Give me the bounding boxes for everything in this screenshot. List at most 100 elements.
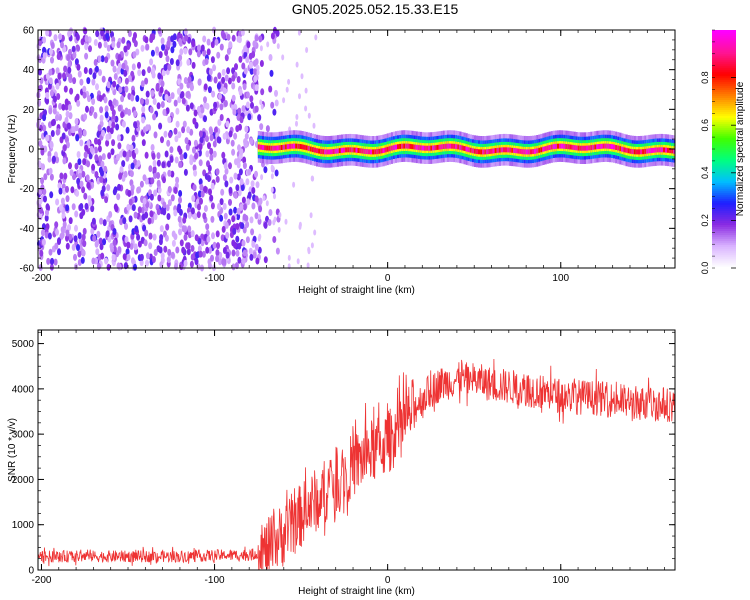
spectrogram-cell (45, 29, 50, 37)
spectrogram-cell (57, 238, 61, 245)
spectrogram-cell (399, 143, 402, 149)
spectrogram-cell (265, 200, 269, 207)
spectrogram-cell (71, 203, 76, 211)
spectrogram-cell (55, 82, 60, 90)
spectrogram-cell (219, 43, 224, 51)
spectrogram-cell (104, 105, 109, 113)
spectrogram-cell (54, 242, 59, 250)
spectrogram-cell (186, 81, 191, 89)
colorbar-cell (712, 77, 736, 81)
spectrogram-cell (217, 72, 222, 80)
spectrogram-cell (123, 170, 128, 178)
spectrogram-cell (217, 119, 222, 126)
spectrogram-cell (54, 221, 59, 229)
spectrogram-cell (133, 40, 138, 48)
snr-y-axis-label: SNR (10 * v/v) (7, 418, 18, 482)
spectrogram-cell (251, 202, 256, 210)
spectrogram-cell (189, 102, 194, 110)
spectrogram-cell (263, 221, 268, 229)
spectrogram-cell (167, 169, 172, 177)
spectrogram-cell (126, 241, 131, 249)
spectrogram-cell (287, 254, 291, 261)
spectrogram-cell (59, 204, 63, 212)
spectrogram-cell (112, 239, 117, 247)
colorbar-cell (712, 256, 736, 259)
spectrogram-cell (507, 147, 510, 153)
spectrogram-cell (295, 114, 299, 120)
spectrogram-cell (191, 40, 196, 48)
spectrogram-cell (127, 30, 132, 38)
spectrogram-cell (284, 144, 287, 150)
spectrogram-cell (255, 257, 260, 265)
spectrogram-cell (542, 146, 545, 152)
colorbar-cell (712, 212, 736, 216)
spectrogram-cell (145, 252, 150, 260)
spectrogram-cell (183, 152, 188, 160)
spectrogram-cell (648, 148, 651, 154)
colorbar: 0.0 0.2 0.4 0.6 0.8 Normalized spectral ampl… (700, 29, 746, 274)
colorbar-cell (712, 133, 736, 136)
spectrogram-cell (58, 102, 63, 110)
spectrogram-cell (114, 205, 119, 213)
spectrogram-cell (99, 114, 104, 122)
spectrogram-cell (88, 67, 93, 75)
colorbar-cell (712, 166, 736, 170)
spectrogram-cell (65, 195, 70, 203)
spectrogram-cell (98, 94, 103, 102)
spectrogram-cell (169, 155, 174, 163)
spectrogram-cell (486, 149, 489, 155)
spectrogram-cell (170, 251, 175, 259)
spectrogram-cell (228, 198, 232, 206)
spectrogram-cell (569, 144, 572, 150)
spectrogram-cell (170, 46, 175, 54)
spectrogram-cell (165, 107, 170, 115)
spectrogram-cell (656, 147, 659, 153)
spectrogram-cell (246, 198, 251, 206)
spectrogram-cell (446, 143, 450, 149)
spectrogram-cell (237, 242, 242, 250)
spectrogram-cell (567, 144, 570, 150)
spectrogram-cell (71, 45, 76, 53)
spectrogram-cell (334, 148, 337, 154)
spectrogram-cell (421, 145, 425, 151)
spectrogram-cell (66, 54, 71, 62)
spectrogram-cell (123, 69, 128, 77)
spectrogram-cell (182, 216, 187, 224)
colorbar-cell (712, 83, 736, 87)
spectrogram-cell (388, 146, 391, 152)
spectrogram-cell (312, 122, 316, 129)
spectrogram-cell (243, 45, 248, 53)
spectrogram-cell (527, 149, 531, 155)
spectrogram-cell (117, 142, 122, 150)
spectrogram-cell (165, 223, 170, 231)
spectrogram-cell (71, 243, 76, 251)
spectrogram-cell (112, 80, 117, 88)
colorbar-cell (712, 248, 736, 251)
spectrogram-cell (246, 41, 251, 49)
spectrogram-cell (46, 257, 51, 265)
y-tick-label: -40 (20, 224, 35, 235)
spectrogram-cell (313, 229, 317, 236)
spectrogram-cell (203, 83, 208, 91)
spectrogram-cell (642, 149, 645, 155)
colorbar-cell (712, 53, 736, 57)
spectrogram-cell (48, 48, 53, 56)
spectrogram-cell (556, 143, 560, 149)
spectrogram-cell (40, 148, 45, 156)
spectrogram-cell (126, 204, 131, 211)
spectrogram-cell (236, 173, 241, 181)
spectrogram-cell (174, 135, 179, 143)
spectrogram-cell (198, 130, 203, 138)
spectrogram-cell (194, 234, 199, 242)
spectrogram-cell (206, 235, 211, 243)
spectrogram-cell (116, 134, 121, 142)
spectrogram-cell (149, 210, 154, 218)
spectrogram-cell (67, 104, 72, 111)
spectrogram-cell (109, 242, 114, 250)
spectrogram-cell (272, 219, 276, 226)
spectrogram-cell (222, 203, 227, 210)
spectrogram-cell (196, 50, 201, 58)
spectrogram-cell (116, 193, 121, 201)
spectrogram-cell (490, 148, 493, 154)
spectrogram-cell (105, 230, 110, 238)
